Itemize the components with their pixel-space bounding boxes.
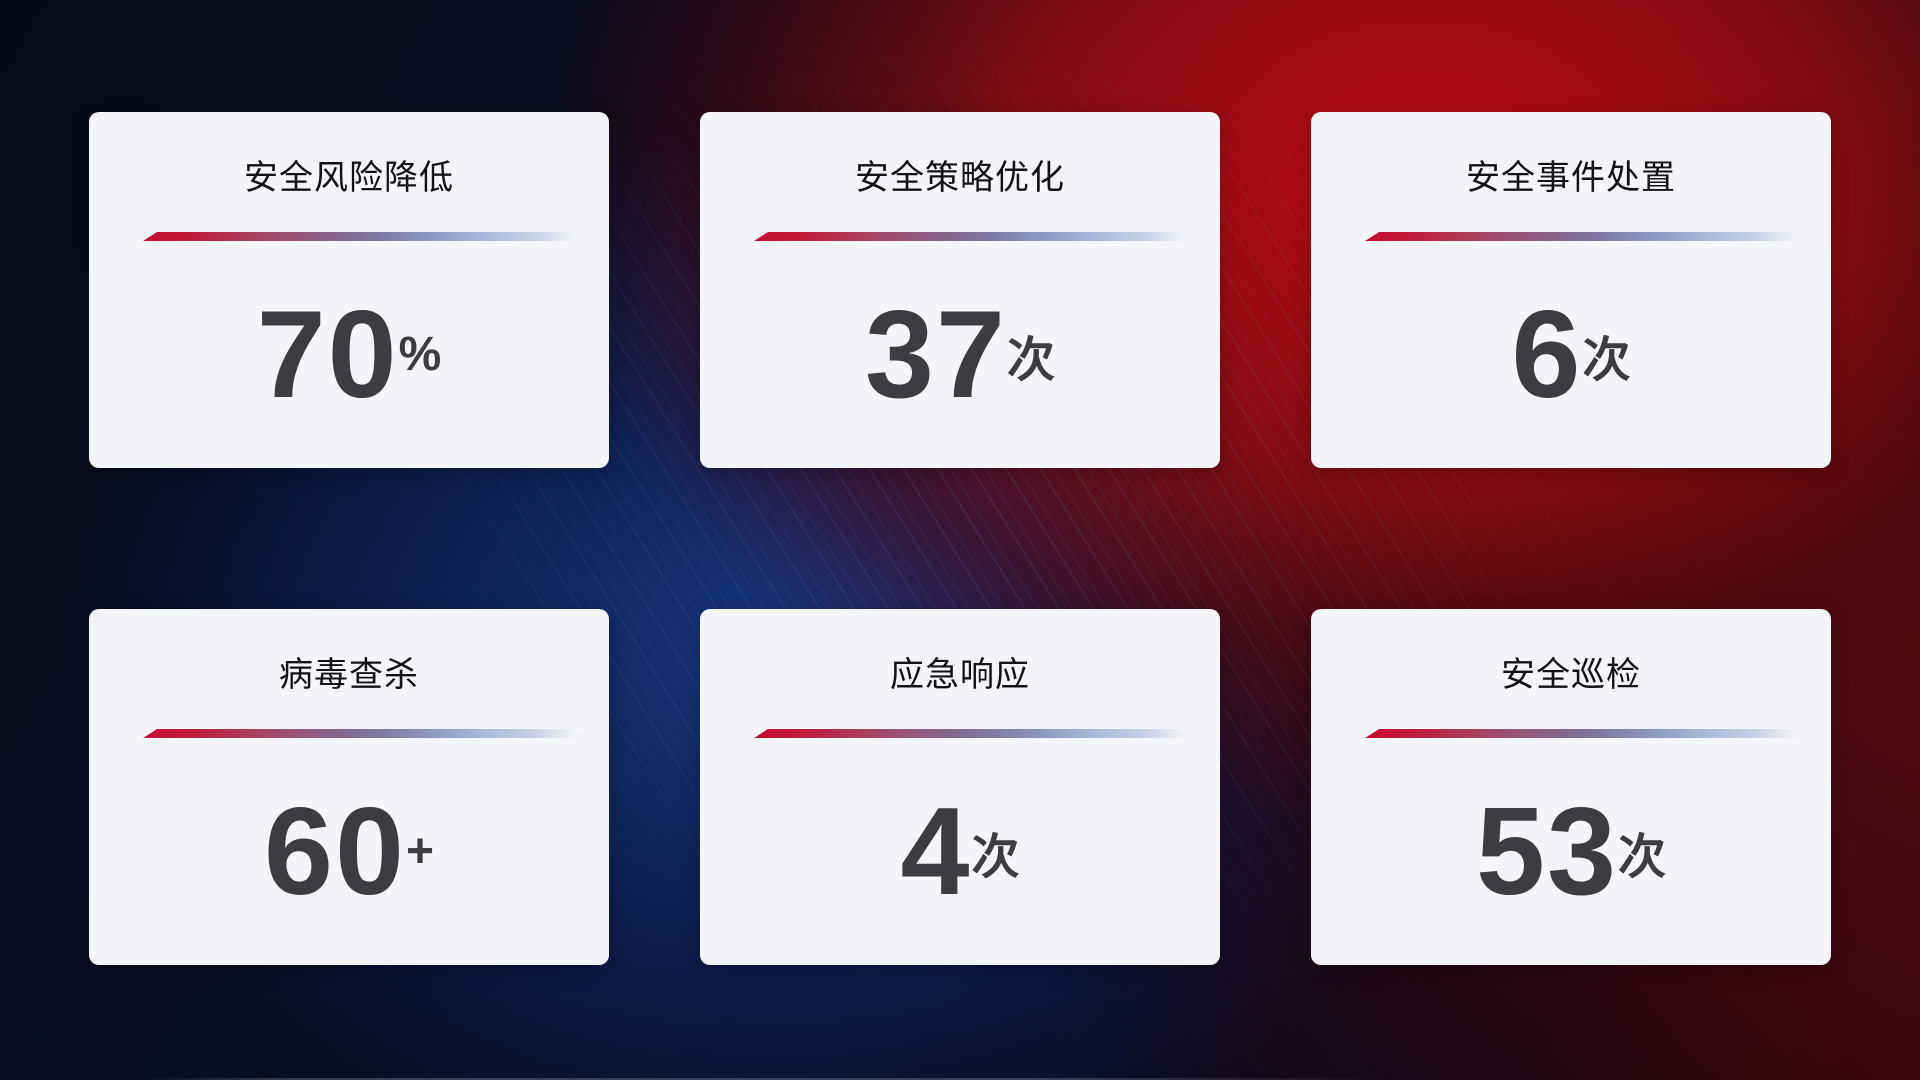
- stat-unit: %: [398, 328, 442, 381]
- stat-value: 70: [256, 285, 399, 424]
- stat-unit: 次: [1582, 333, 1631, 387]
- stat-card-security-inspection: 安全巡检 53 次: [1311, 609, 1831, 965]
- stat-card-title: 安全巡检: [1501, 656, 1641, 694]
- stat-unit: 次: [1617, 830, 1666, 884]
- stat-value-row: 60 +: [89, 738, 609, 965]
- stat-unit: 次: [1006, 333, 1055, 387]
- stat-value: 37: [865, 285, 1007, 424]
- stat-value: 60: [264, 782, 406, 921]
- stat-card-title: 病毒查杀: [279, 656, 419, 694]
- stat-value-row: 37 次: [700, 241, 1220, 468]
- accent-divider: [1365, 232, 1823, 241]
- stat-value: 4: [900, 782, 972, 921]
- stat-value: 6: [1511, 285, 1583, 424]
- stat-card-title: 安全风险降低: [244, 159, 454, 197]
- stat-unit: 次: [971, 830, 1020, 884]
- stat-value-row: 53 次: [1311, 738, 1831, 965]
- accent-divider: [754, 232, 1212, 241]
- stat-card-title: 安全策略优化: [855, 159, 1065, 197]
- stat-card-risk-reduction: 安全风险降低 70%: [89, 112, 609, 468]
- stat-card-title: 应急响应: [890, 656, 1030, 694]
- stat-value: 53: [1476, 782, 1618, 921]
- stat-card-title: 安全事件处置: [1466, 159, 1676, 197]
- accent-divider: [754, 729, 1212, 738]
- stat-card-policy-optimization: 安全策略优化 37 次: [700, 112, 1220, 468]
- accent-divider: [1365, 729, 1823, 738]
- stat-card-virus-scan: 病毒查杀 60 +: [89, 609, 609, 965]
- accent-divider: [143, 232, 601, 241]
- stat-value-row: 70%: [89, 241, 609, 468]
- accent-divider: [143, 729, 601, 738]
- stat-unit: +: [405, 825, 434, 878]
